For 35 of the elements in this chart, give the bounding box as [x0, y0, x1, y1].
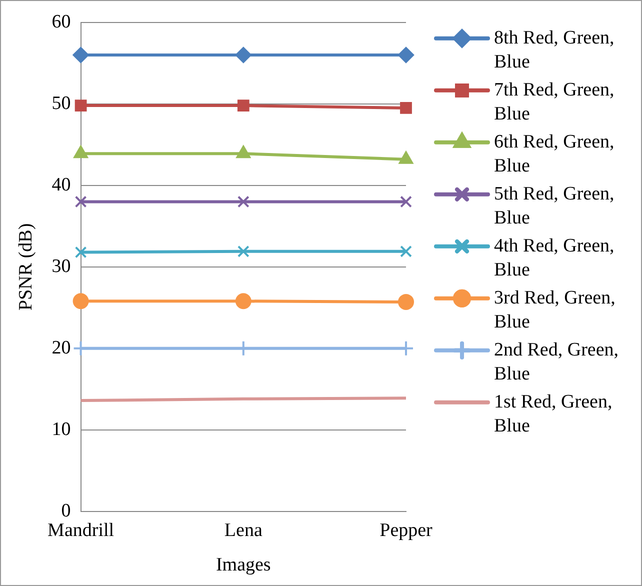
legend-label: 6th Red, Green, Blue	[494, 131, 614, 176]
y-tick-label: 30	[52, 256, 71, 277]
point	[74, 246, 87, 258]
legend-label: 2nd Red, Green, Blue	[494, 339, 619, 384]
legend-label: 3rd Red, Green, Blue	[494, 287, 616, 332]
point	[72, 47, 89, 63]
y-tick-label: 20	[52, 337, 71, 358]
point	[72, 293, 89, 310]
legend-label: 5th Red, Green, Blue	[494, 183, 614, 228]
point	[237, 196, 250, 208]
x-tick-label: Mandrill	[48, 520, 114, 541]
point	[74, 196, 87, 208]
y-tick-label: 60	[52, 11, 71, 32]
x-tick-label: Lena	[224, 520, 263, 541]
point	[398, 47, 414, 63]
point	[400, 245, 412, 258]
point	[235, 47, 252, 63]
y-axis-title: PSNR (dB)	[15, 223, 36, 310]
y-tick-label: 40	[52, 174, 71, 196]
y-tick-label: 10	[52, 418, 71, 440]
legend-label: 8th Red, Green, Blue	[494, 27, 614, 72]
point	[74, 100, 87, 112]
point	[237, 245, 250, 258]
legend-label: 7th Red, Green, Blue	[494, 79, 614, 124]
legend-label: 4th Red, Green, Blue	[494, 235, 614, 280]
point	[235, 293, 252, 310]
y-tick-label: 50	[52, 92, 71, 114]
point	[237, 100, 250, 112]
point	[400, 196, 412, 208]
y-tick-label: 0	[61, 500, 71, 522]
x-axis-title: Images	[216, 554, 271, 576]
point	[398, 294, 414, 310]
point	[400, 102, 412, 114]
legend-label: 1st Red, Green, Blue	[494, 391, 612, 436]
x-tick-label: Pepper	[380, 520, 434, 541]
